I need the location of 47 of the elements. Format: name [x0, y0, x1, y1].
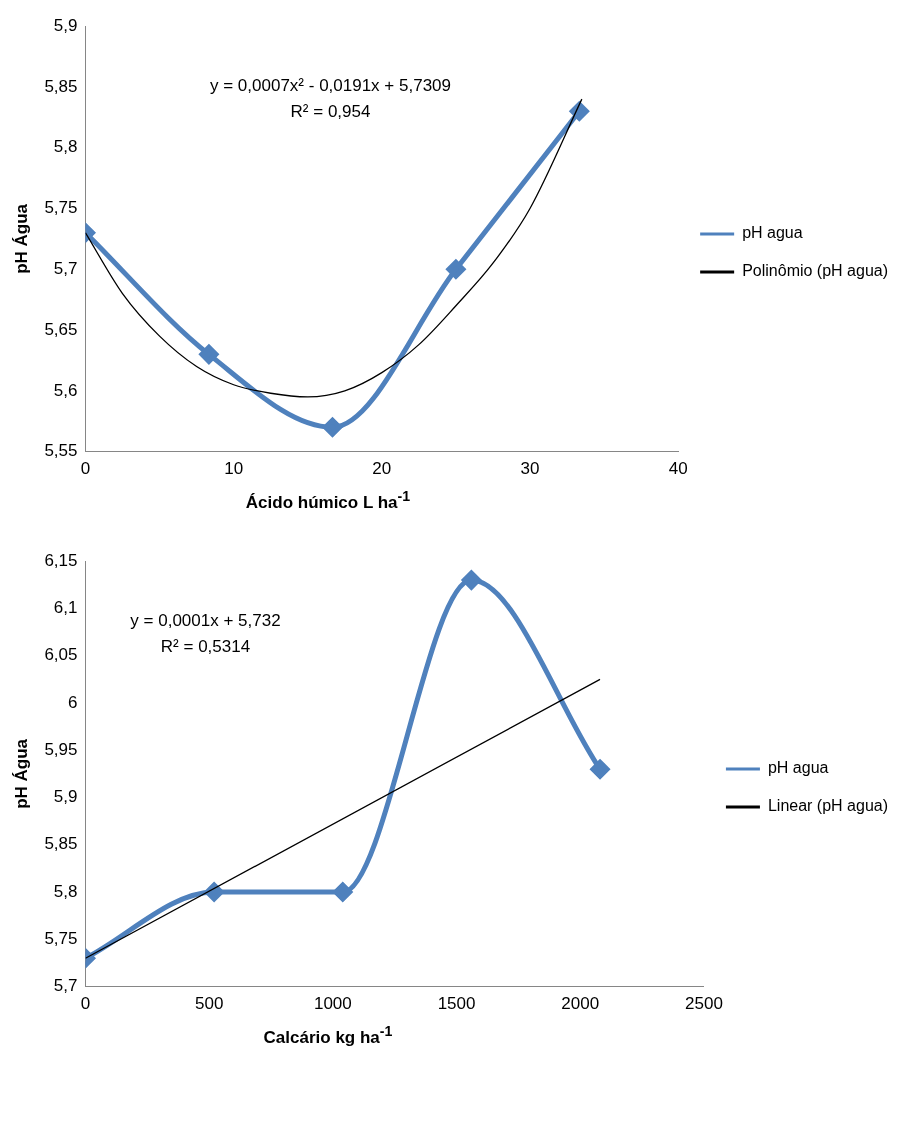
x-tick-label: 20 [372, 459, 392, 479]
annotation: R² = 0,5314 [160, 636, 251, 656]
y-tick-label: 5,7 [53, 258, 78, 278]
x-tick-label: 10 [224, 459, 244, 479]
x-tick-label: 40 [668, 459, 688, 479]
point [199, 344, 219, 364]
point [333, 882, 353, 902]
x-tick-label: 1500 [437, 994, 476, 1014]
point [590, 759, 610, 779]
legend-label: Polinômio (pH agua) [742, 262, 889, 280]
y-tick-label: 5,6 [53, 380, 78, 400]
x-tick-label: 0 [80, 459, 91, 479]
x-tick-label: 1000 [313, 994, 352, 1014]
y-tick-label: 5,65 [44, 319, 78, 339]
y-tick-label: 5,75 [44, 928, 78, 948]
annotation: y = 0,0001x + 5,732 [130, 610, 281, 630]
y-tick-label: 6 [68, 692, 78, 712]
y-tick-label: 6,1 [53, 597, 78, 617]
x-tick-label: 500 [194, 994, 224, 1014]
y-tick-label: 5,55 [44, 441, 78, 461]
x-tick-label: 2500 [685, 994, 723, 1014]
y-tick-label: 5,85 [44, 76, 78, 96]
x-axis-title: Ácido húmico L ha$^{-1}$ [244, 488, 412, 513]
point [322, 417, 342, 437]
y-tick-label: 5,9 [53, 15, 78, 35]
x-tick-label: 30 [520, 459, 540, 479]
x-tick-label: 0 [80, 994, 91, 1014]
y-tick-label: 6,05 [44, 645, 78, 665]
y-tick-label: 5,9 [53, 786, 78, 806]
y-tick-label: 5,85 [44, 834, 78, 854]
y-tick-label: 5,75 [44, 198, 78, 218]
y-axis-title: pH Água [11, 738, 31, 809]
annotation: y = 0,0007x² - 0,0191x + 5,7309 [209, 76, 451, 96]
y-tick-label: 5,7 [53, 975, 78, 995]
legend-label: Linear (pH agua) [767, 797, 889, 815]
annotation: R² = 0,954 [290, 102, 371, 122]
y-tick-label: 5,8 [53, 881, 78, 901]
y-axis-title: pH Água [11, 203, 31, 274]
x-tick-label: 2000 [561, 994, 600, 1014]
y-tick-label: 6,15 [44, 550, 78, 570]
point [461, 570, 481, 590]
legend-label: pH agua [767, 759, 829, 777]
legend-label: pH agua [742, 224, 803, 242]
point [446, 259, 466, 279]
x-axis-title: Calcário kg ha$^{-1}$ [262, 1022, 394, 1048]
y-tick-label: 5,8 [53, 137, 78, 157]
y-tick-label: 5,95 [44, 739, 78, 759]
